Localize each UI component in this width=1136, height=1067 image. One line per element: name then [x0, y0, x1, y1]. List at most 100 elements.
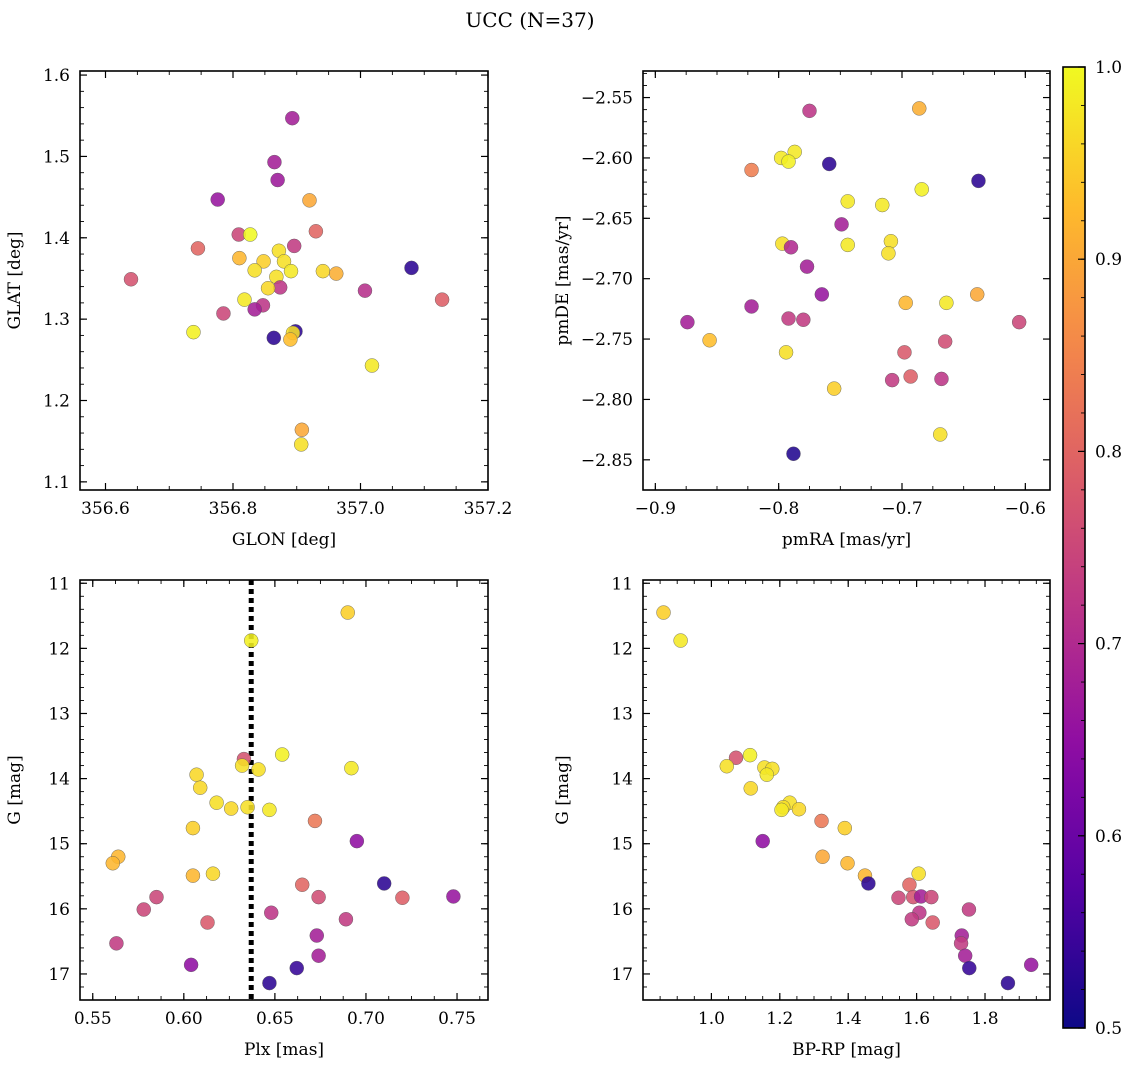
- data-point: [209, 795, 224, 810]
- data-point: [434, 292, 450, 307]
- data-point: [311, 948, 326, 963]
- y-tick-label: 1.6: [43, 66, 70, 86]
- data-point: [814, 813, 829, 829]
- data-point: [240, 800, 255, 815]
- data-point: [149, 889, 164, 905]
- colorbar-tick-label: 0.8: [1095, 442, 1122, 462]
- data-point: [262, 975, 277, 991]
- y-tick-label: 1.5: [43, 147, 70, 167]
- data-point: [814, 287, 830, 302]
- data-point: [190, 241, 206, 256]
- y-tick-label: 1.1: [43, 473, 70, 493]
- y-axis-label: G [mag]: [553, 755, 573, 824]
- x-tick-label: 0.75: [438, 1009, 476, 1029]
- panels: 356.6 356.8 357.0 357.2 1.1 1.2 1.3 1.4 1.5 1.6 GL…: [5, 66, 1051, 1060]
- colorbar-tick-label: 0.7: [1095, 635, 1122, 655]
- y-tick-label: −2.85: [581, 451, 633, 471]
- y-axis-label: GLAT [deg]: [5, 231, 25, 329]
- x-tick-label: 357.2: [464, 499, 513, 519]
- y-tick-label: 17: [611, 965, 633, 985]
- y-tick-label: 1.2: [43, 392, 70, 412]
- data-point: [802, 103, 817, 119]
- data-point: [1000, 975, 1016, 991]
- data-point: [884, 372, 900, 388]
- x-axis-label: Plx [mas]: [244, 1040, 324, 1060]
- data-point: [272, 280, 288, 295]
- data-point: [285, 110, 300, 126]
- data-point: [728, 750, 744, 765]
- x-tick-label: 1.4: [835, 1009, 862, 1029]
- data-point: [329, 266, 344, 281]
- y-tick-label: 16: [48, 900, 70, 920]
- data-point: [962, 960, 977, 976]
- colorbar-frame: [1062, 66, 1086, 1029]
- data-point: [295, 877, 310, 892]
- data-point: [260, 281, 276, 296]
- data-point: [953, 936, 969, 951]
- y-tick-label: 13: [611, 704, 633, 724]
- data-point: [262, 802, 277, 818]
- x-tick-label: −0.9: [635, 499, 676, 519]
- data-point: [903, 369, 918, 384]
- x-tick-label: 0.60: [165, 1009, 203, 1029]
- colorbar: 0.5 0.6 0.7 0.8 0.9 1.0: [1062, 58, 1122, 1039]
- y-tick-label: 12: [611, 639, 633, 659]
- x-tick-label: 356.8: [209, 499, 258, 519]
- y-tick-label: 14: [611, 770, 633, 790]
- data-point: [244, 633, 259, 648]
- data-point: [274, 747, 290, 762]
- y-tick-label: 11: [48, 574, 70, 594]
- axes-frame: [642, 579, 1051, 1001]
- data-point: [264, 905, 279, 920]
- data-point: [283, 263, 299, 279]
- data-point: [446, 889, 461, 904]
- data-point: [1011, 314, 1027, 330]
- data-point: [742, 747, 758, 763]
- data-point: [283, 332, 298, 347]
- y-tick-label: 15: [611, 835, 633, 855]
- y-tick-label: −2.60: [581, 149, 633, 169]
- data-point: [105, 856, 120, 871]
- data-point: [673, 633, 688, 648]
- data-point: [680, 314, 695, 330]
- data-point: [815, 849, 830, 864]
- data-point: [971, 173, 986, 189]
- data-point: [185, 868, 201, 883]
- data-point: [912, 101, 927, 116]
- data-point: [957, 948, 973, 963]
- data-point: [315, 263, 331, 279]
- data-point: [357, 283, 373, 298]
- figure-title: UCC (N=37): [465, 8, 594, 32]
- data-point: [344, 760, 359, 776]
- colorbar-tick-label: 0.5: [1095, 1019, 1122, 1039]
- axes-frame: [79, 70, 489, 491]
- data-point: [914, 182, 929, 197]
- data-point: [902, 877, 917, 892]
- data-point: [744, 162, 759, 178]
- x-tick-label: −0.7: [881, 499, 922, 519]
- data-point: [799, 259, 815, 274]
- y-tick-label: 1.4: [43, 229, 70, 249]
- data-point: [289, 960, 304, 976]
- data-point: [861, 876, 876, 891]
- data-point: [898, 295, 913, 311]
- data-point: [774, 802, 789, 818]
- data-point: [822, 156, 837, 172]
- y-tick-label: 14: [48, 770, 70, 790]
- y-axis-label: G [mag]: [5, 755, 25, 824]
- y-tick-label: 12: [48, 639, 70, 659]
- panel-1: 356.6 356.8 357.0 357.2 1.1 1.2 1.3 1.4 1.5 1.6 GL…: [5, 66, 512, 550]
- data-point: [840, 856, 855, 871]
- data-point: [349, 833, 365, 849]
- colorbar-tick-label: 0.6: [1095, 827, 1122, 847]
- data-point: [840, 237, 855, 253]
- data-point: [796, 312, 811, 327]
- data-point: [744, 299, 759, 314]
- data-point: [267, 154, 282, 170]
- data-point: [924, 889, 939, 905]
- y-tick-label: 15: [48, 835, 70, 855]
- x-tick-label: 1.8: [971, 1009, 998, 1029]
- data-point: [247, 263, 262, 278]
- data-point: [270, 172, 285, 188]
